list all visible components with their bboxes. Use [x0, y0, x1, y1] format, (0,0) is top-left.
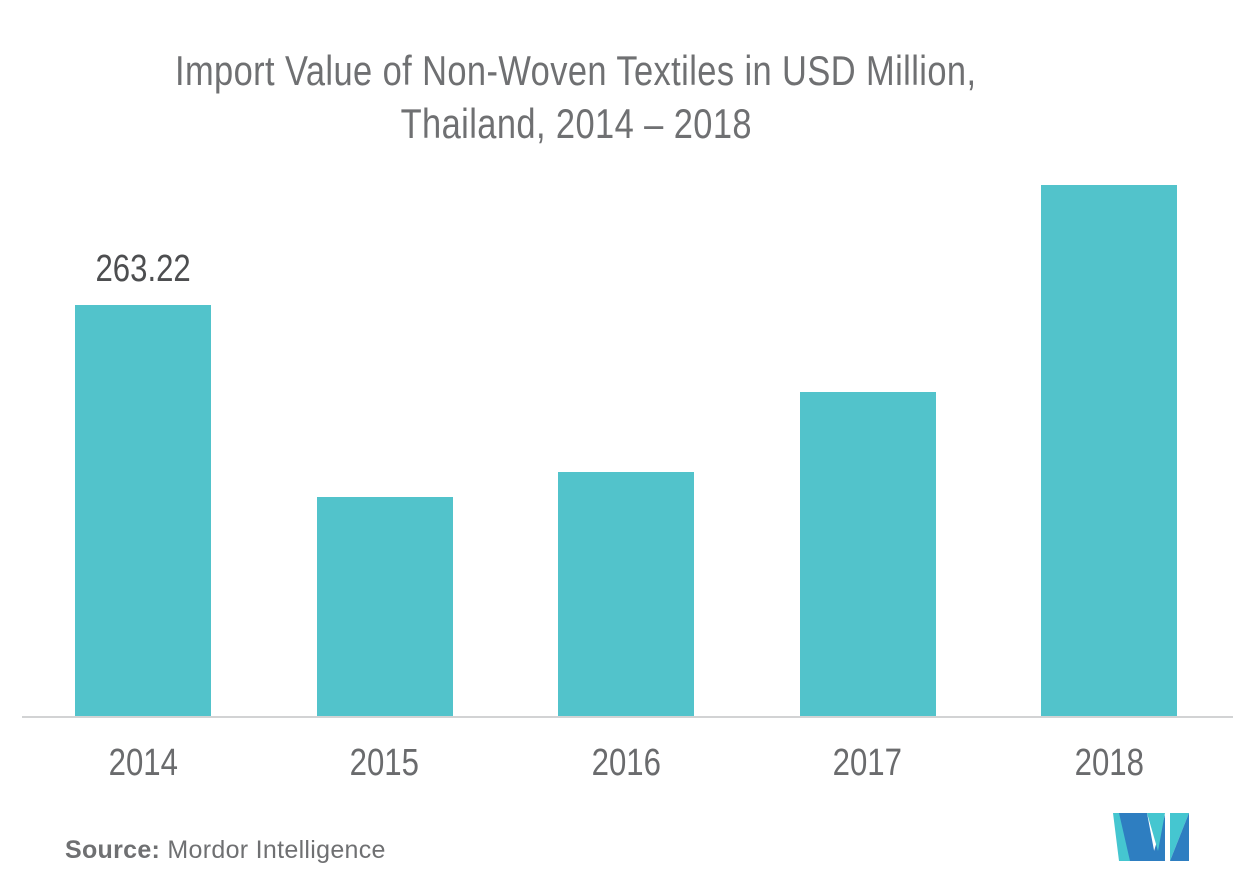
x-tick-label-2015: 2015 — [349, 742, 420, 784]
x-tick-label-2017: 2017 — [832, 742, 903, 784]
chart-title-line-2: Thailand, 2014 – 2018 — [400, 100, 752, 147]
x-axis-line — [22, 716, 1233, 718]
chart-title-line-1: Import Value of Non-Woven Textiles in US… — [175, 47, 977, 94]
logo-i-blue-half — [1170, 813, 1189, 861]
logo-m-blue-ribbon — [1119, 813, 1156, 861]
source-note: Source: Mordor Intelligence — [65, 836, 386, 865]
bar-2018 — [1041, 185, 1177, 717]
source-prefix-label: Source: — [65, 836, 161, 864]
bar-2015 — [316, 497, 453, 717]
bar-value-label-2014: 263.22 — [95, 248, 191, 290]
chart-title: Import Value of Non-Woven Textiles in US… — [0, 44, 1152, 150]
mordor-intelligence-logo — [1113, 813, 1189, 861]
source-text: Mordor Intelligence — [160, 836, 386, 864]
x-tick-label-2014: 2014 — [108, 742, 178, 784]
bar-2017 — [799, 392, 936, 717]
bar-2014: 263.22 — [75, 248, 211, 717]
x-tick-label-2018: 2018 — [1074, 742, 1144, 784]
bar-2016 — [558, 472, 694, 717]
logo-m-teal-v — [1147, 813, 1165, 851]
x-tick-label-2016: 2016 — [591, 742, 661, 784]
